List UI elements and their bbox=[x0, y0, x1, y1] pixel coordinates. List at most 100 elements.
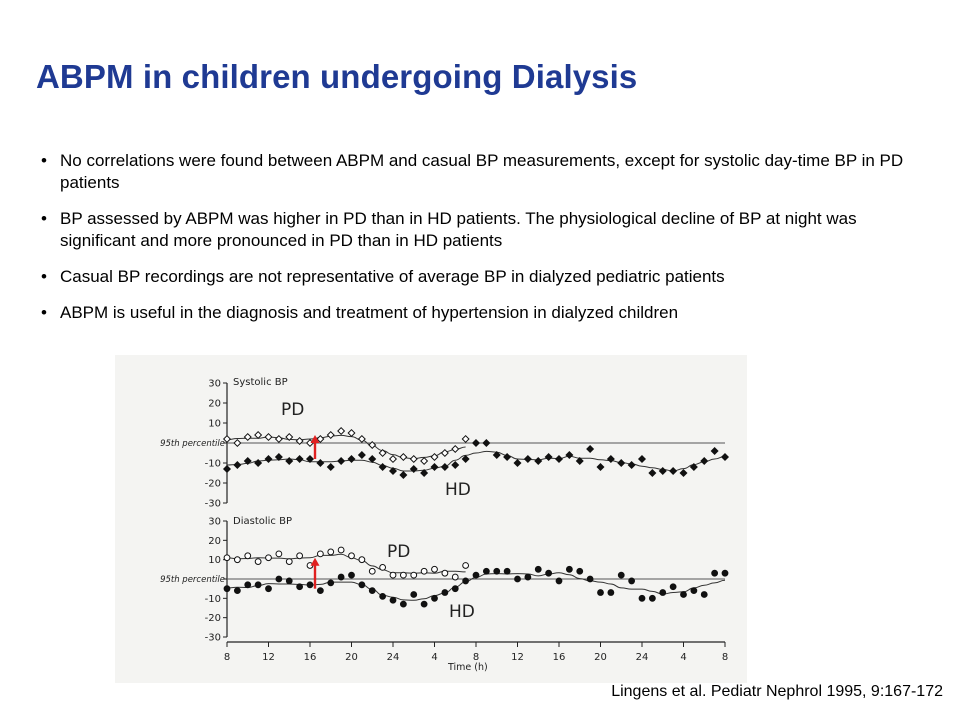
y-tick-label: 10 bbox=[208, 555, 221, 566]
data-point-hd bbox=[700, 456, 709, 466]
y-tick-label: 30 bbox=[208, 517, 221, 528]
x-tick-label: 8 bbox=[473, 652, 479, 663]
data-point-hd bbox=[285, 456, 294, 466]
data-point-pd bbox=[420, 456, 429, 466]
data-point-hd bbox=[368, 587, 376, 595]
bullet-dot: • bbox=[41, 303, 47, 322]
data-point-pd bbox=[358, 556, 366, 564]
data-point-hd bbox=[420, 600, 428, 608]
data-point-pd bbox=[441, 569, 449, 577]
data-point-hd bbox=[348, 571, 355, 579]
data-point-pd bbox=[451, 444, 460, 454]
bp-figure: 30 20 10 -10 -20 -30 95th percentile Systolic B… bbox=[115, 355, 747, 688]
data-point-hd bbox=[648, 594, 656, 602]
data-point-pd bbox=[389, 571, 397, 579]
x-tick-label: 4 bbox=[431, 652, 437, 663]
data-point-pd bbox=[275, 550, 283, 558]
data-point-pd bbox=[430, 452, 439, 462]
data-point-hd bbox=[431, 594, 438, 602]
data-point-hd bbox=[451, 460, 460, 470]
data-point-hd bbox=[316, 587, 324, 595]
data-point-hd bbox=[337, 573, 345, 581]
data-point-pd bbox=[244, 552, 252, 560]
data-point-hd bbox=[233, 587, 241, 595]
data-point-hd bbox=[265, 585, 272, 593]
data-point-hd bbox=[545, 569, 553, 577]
data-point-hd bbox=[295, 454, 304, 464]
data-point-hd bbox=[689, 462, 698, 472]
data-point-hd bbox=[534, 565, 542, 573]
data-point-hd bbox=[523, 454, 532, 464]
bullet-item: • BP assessed by ABPM was higher in PD th… bbox=[38, 208, 918, 252]
data-point-hd bbox=[327, 579, 335, 587]
bullet-item: • ABPM is useful in the diagnosis and tre… bbox=[38, 302, 918, 324]
data-point-hd bbox=[659, 589, 667, 596]
x-tick-label: 4 bbox=[680, 652, 686, 663]
bullet-list: • No correlations were found between ABPM… bbox=[38, 150, 918, 338]
data-point-hd bbox=[285, 577, 293, 585]
panel-title: Systolic BP bbox=[233, 377, 288, 388]
data-point-hd bbox=[482, 438, 491, 448]
data-point-hd bbox=[637, 454, 647, 464]
data-point-pd bbox=[264, 432, 273, 442]
bullet-dot: • bbox=[41, 267, 47, 286]
data-point-hd bbox=[514, 575, 521, 583]
data-point-hd bbox=[316, 458, 325, 468]
data-point-hd bbox=[389, 596, 397, 604]
data-point-hd bbox=[628, 577, 636, 585]
data-point-hd bbox=[555, 577, 563, 585]
x-tick-label: 24 bbox=[636, 652, 649, 663]
y-tick-label: -30 bbox=[205, 633, 221, 644]
series-label-hd: HD bbox=[445, 480, 471, 500]
data-point-hd bbox=[440, 462, 449, 472]
data-point-pd bbox=[409, 454, 418, 464]
data-point-hd bbox=[244, 581, 252, 589]
data-point-hd bbox=[493, 567, 501, 575]
bullet-text: No correlations were found between ABPM … bbox=[60, 151, 904, 192]
data-point-hd bbox=[420, 468, 429, 478]
data-point-hd bbox=[607, 589, 615, 596]
data-point-hd bbox=[233, 460, 242, 470]
data-point-pd bbox=[410, 571, 418, 579]
data-point-hd bbox=[378, 462, 387, 472]
data-point-hd bbox=[534, 456, 543, 466]
figure-background bbox=[115, 355, 747, 683]
data-point-hd bbox=[441, 589, 449, 596]
bullet-text: ABPM is useful in the diagnosis and trea… bbox=[60, 303, 679, 322]
x-tick-label: 16 bbox=[553, 652, 566, 663]
x-tick-label: 20 bbox=[594, 652, 607, 663]
bullet-item: • No correlations were found between ABPM… bbox=[38, 150, 918, 194]
data-point-hd bbox=[606, 454, 615, 464]
y-tick-label: 10 bbox=[208, 419, 221, 430]
data-point-pd bbox=[285, 432, 294, 442]
reference-line-label: 95th percentile bbox=[160, 575, 225, 585]
data-point-pd bbox=[378, 448, 387, 458]
x-tick-label: 8 bbox=[224, 652, 230, 663]
data-point-hd bbox=[680, 591, 687, 598]
y-tick-label: 20 bbox=[208, 536, 221, 547]
data-point-hd bbox=[597, 589, 604, 596]
data-point-pd bbox=[461, 434, 470, 444]
data-point-hd bbox=[461, 454, 470, 464]
x-tick-label: 12 bbox=[511, 652, 524, 663]
data-point-hd bbox=[503, 567, 511, 575]
bullet-dot: • bbox=[41, 151, 47, 170]
bp-chart-svg: 30 20 10 -10 -20 -30 95th percentile Systolic B… bbox=[115, 355, 747, 683]
data-point-pd bbox=[337, 426, 346, 436]
data-point-pd bbox=[295, 436, 304, 446]
data-point-hd bbox=[565, 565, 573, 573]
data-point-hd bbox=[669, 466, 678, 476]
data-point-hd bbox=[472, 571, 480, 579]
data-point-hd bbox=[627, 460, 636, 470]
data-point-hd bbox=[358, 581, 366, 589]
data-point-hd bbox=[368, 454, 377, 464]
data-point-hd bbox=[544, 452, 553, 462]
y-tick-label: -10 bbox=[205, 594, 221, 605]
slide-title: ABPM in children undergoing Dialysis bbox=[36, 58, 638, 95]
data-point-hd bbox=[586, 444, 595, 454]
data-point-hd bbox=[524, 573, 532, 581]
data-point-hd bbox=[222, 464, 232, 474]
data-point-hd bbox=[565, 450, 574, 460]
data-point-pd bbox=[420, 567, 428, 575]
x-tick-label: 20 bbox=[345, 652, 358, 663]
